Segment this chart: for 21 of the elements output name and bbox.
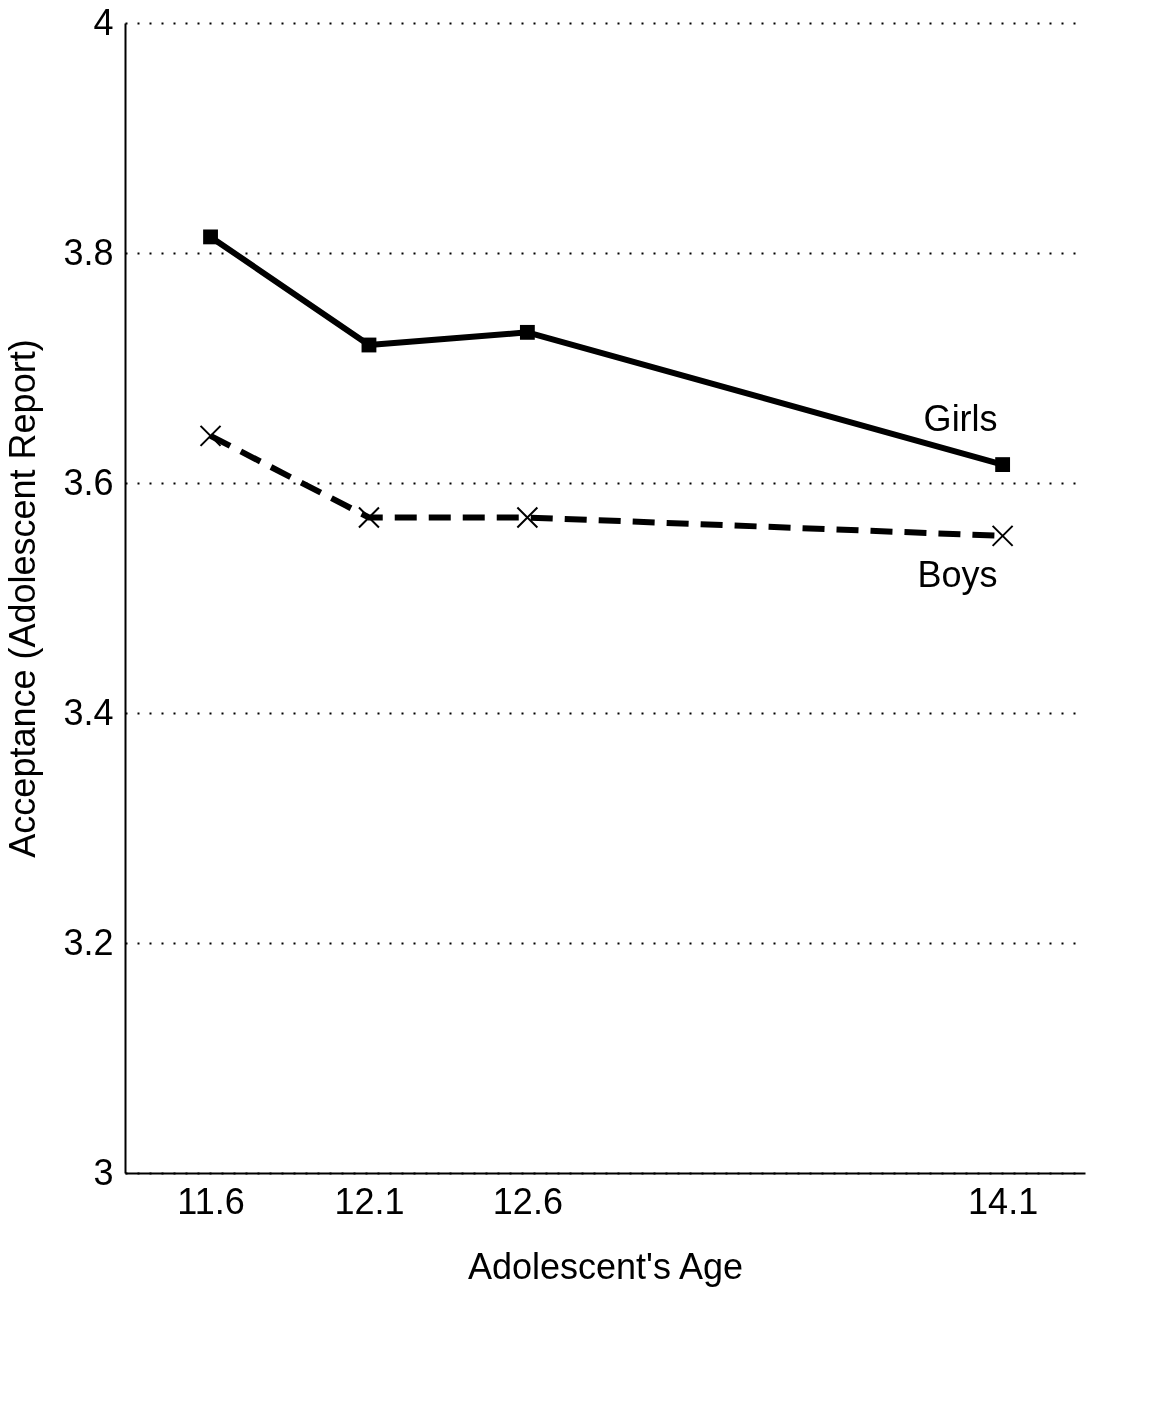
y-tick-label: 3.2 xyxy=(63,921,114,963)
point xyxy=(203,229,218,245)
y-tick-label: 3.6 xyxy=(63,461,114,503)
y-tick-label: 3.8 xyxy=(63,231,114,273)
x-tick-label: 12.1 xyxy=(334,1180,405,1222)
x-tick-label: 14.1 xyxy=(968,1180,1039,1222)
series-label: Girls xyxy=(923,397,998,439)
point xyxy=(995,457,1011,473)
point xyxy=(991,524,1014,547)
point xyxy=(519,324,535,340)
point xyxy=(516,506,539,529)
series-label: Boys xyxy=(917,553,998,595)
x-tick-label: 11.6 xyxy=(177,1180,245,1222)
x-axis-title: Adolescent's Age xyxy=(467,1245,744,1287)
y-axis-title: Acceptance (Adolescent Report) xyxy=(2,339,44,858)
y-tick-label: 4 xyxy=(93,1,114,43)
point xyxy=(357,506,380,529)
y-tick-label: 3 xyxy=(93,1151,114,1193)
y-tick-label: 3.4 xyxy=(63,691,114,733)
x-tick-label: 12.6 xyxy=(492,1180,563,1222)
point xyxy=(199,424,222,447)
